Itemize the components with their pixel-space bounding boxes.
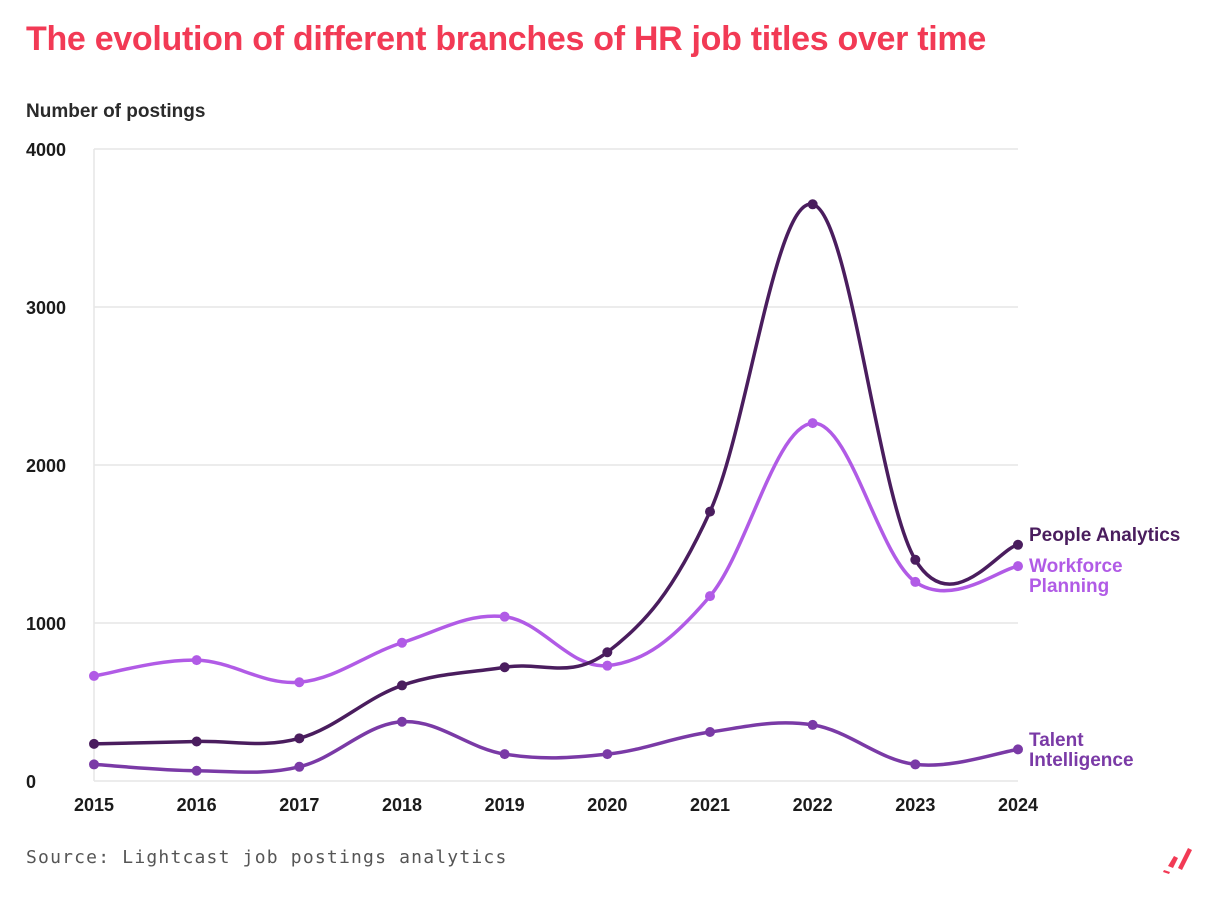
data-point <box>191 655 202 666</box>
data-point <box>705 591 715 602</box>
data-point <box>294 733 305 744</box>
series-label-line: Planning <box>1029 576 1109 597</box>
x-tick-label: 2022 <box>793 795 833 815</box>
y-tick-label: 0 <box>26 772 36 792</box>
series-labels: People Analytics Workforce Planning Talent I… <box>1029 525 1180 771</box>
series-label-line: Talent <box>1029 730 1084 751</box>
data-point <box>294 761 305 772</box>
series-line <box>92 421 1020 685</box>
lightcast-logo-icon <box>1163 848 1192 874</box>
data-point <box>807 418 818 429</box>
data-point <box>397 680 407 691</box>
y-tick-label: 2000 <box>26 456 66 476</box>
data-point <box>294 677 305 688</box>
data-point <box>807 719 818 730</box>
data-point <box>705 506 715 517</box>
data-point <box>1013 539 1023 550</box>
x-tick-label: 2024 <box>998 795 1038 815</box>
data-point <box>499 611 510 622</box>
data-point <box>191 736 202 747</box>
data-point <box>397 637 407 648</box>
y-axis-label: Number of postings <box>26 101 206 122</box>
data-point <box>910 759 921 770</box>
data-point <box>1013 561 1023 572</box>
series-label-line: Intelligence <box>1029 750 1134 771</box>
y-tick-label: 3000 <box>26 298 66 318</box>
y-tick-label: 4000 <box>26 140 66 160</box>
x-tick-label: 2018 <box>382 795 422 815</box>
x-tick-label: 2021 <box>690 795 730 815</box>
x-tick-labels: 2015 2016 2017 2018 2019 2020 2021 2022 2023 2024 <box>74 795 1038 815</box>
series-label: Workforce Planning <box>1029 556 1123 597</box>
data-point <box>910 554 921 565</box>
x-tick-label: 2015 <box>74 795 114 815</box>
data-point <box>705 727 715 738</box>
gridlines <box>93 148 1018 782</box>
series-line <box>92 719 1020 774</box>
data-point <box>602 749 613 760</box>
data-point <box>89 738 99 749</box>
series-label-line: Workforce <box>1029 556 1123 577</box>
data-point <box>499 662 510 673</box>
series-lines <box>92 202 1020 774</box>
series-line <box>92 202 1020 746</box>
x-tick-label: 2020 <box>587 795 627 815</box>
series-label: Talent Intelligence <box>1029 730 1134 771</box>
data-point <box>602 660 613 671</box>
source-note: Source: Lightcast job postings analytics <box>26 847 508 868</box>
series-label: People Analytics <box>1029 525 1180 546</box>
data-point <box>89 670 99 681</box>
data-point <box>397 716 407 727</box>
data-point <box>191 765 202 776</box>
data-point <box>499 749 510 760</box>
data-point <box>602 647 613 658</box>
x-tick-label: 2017 <box>279 795 319 815</box>
y-tick-label: 1000 <box>26 614 66 634</box>
x-tick-label: 2019 <box>485 795 525 815</box>
data-point <box>910 576 921 587</box>
series-label-line: People Analytics <box>1029 525 1180 546</box>
data-point <box>807 199 818 210</box>
y-tick-labels: 0 1000 2000 3000 4000 <box>26 140 66 792</box>
data-point <box>89 759 99 770</box>
series-points <box>89 199 1023 776</box>
x-tick-label: 2016 <box>177 795 217 815</box>
x-tick-label: 2023 <box>895 795 935 815</box>
chart-title: The evolution of different branches of H… <box>26 20 986 58</box>
data-point <box>1013 744 1023 755</box>
